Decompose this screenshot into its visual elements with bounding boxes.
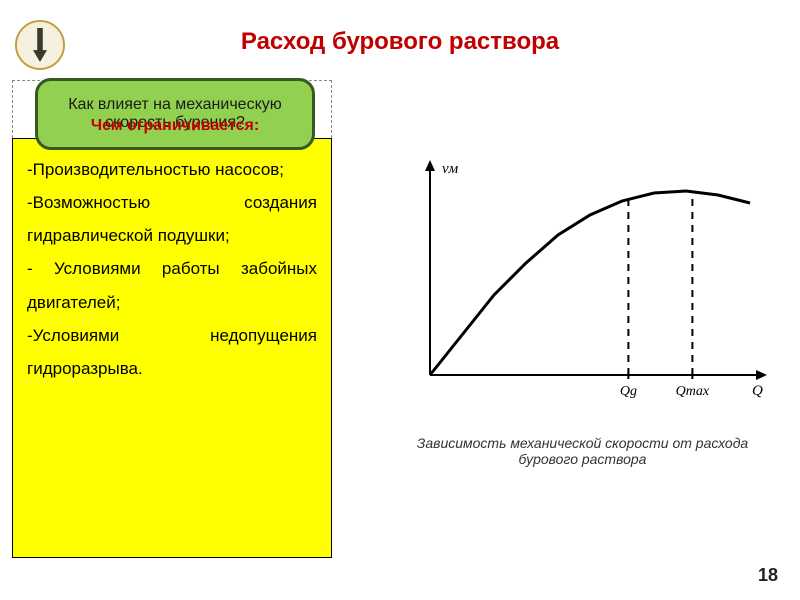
question-box: Как влияет на механическую скорость буре… — [35, 78, 315, 150]
svg-text:Qmax: Qmax — [676, 384, 710, 399]
constraints-box: -Производительностью насосов; -Возможнос… — [12, 138, 332, 558]
constraint-item: -Производительностью насосов; — [27, 153, 317, 186]
chart-caption: Зависимость механической скорости от рас… — [395, 435, 770, 467]
svg-text:Qg: Qg — [620, 384, 637, 399]
page-title: Расход бурового раствора — [0, 28, 800, 56]
chart: vм Q Qg Qmax — [395, 155, 770, 425]
constraint-item: -Возможностью создания гидравлической по… — [27, 186, 317, 252]
page-number: 18 — [758, 565, 778, 586]
constraint-item: - Условиями работы забойных двигателей; — [27, 252, 317, 318]
svg-text:vм: vм — [442, 161, 459, 177]
constraint-item: -Условиями недопущения гидроразрыва. — [27, 319, 317, 385]
subtitle: Чем ограничивается: — [35, 117, 315, 135]
svg-text:Q: Q — [752, 383, 763, 399]
